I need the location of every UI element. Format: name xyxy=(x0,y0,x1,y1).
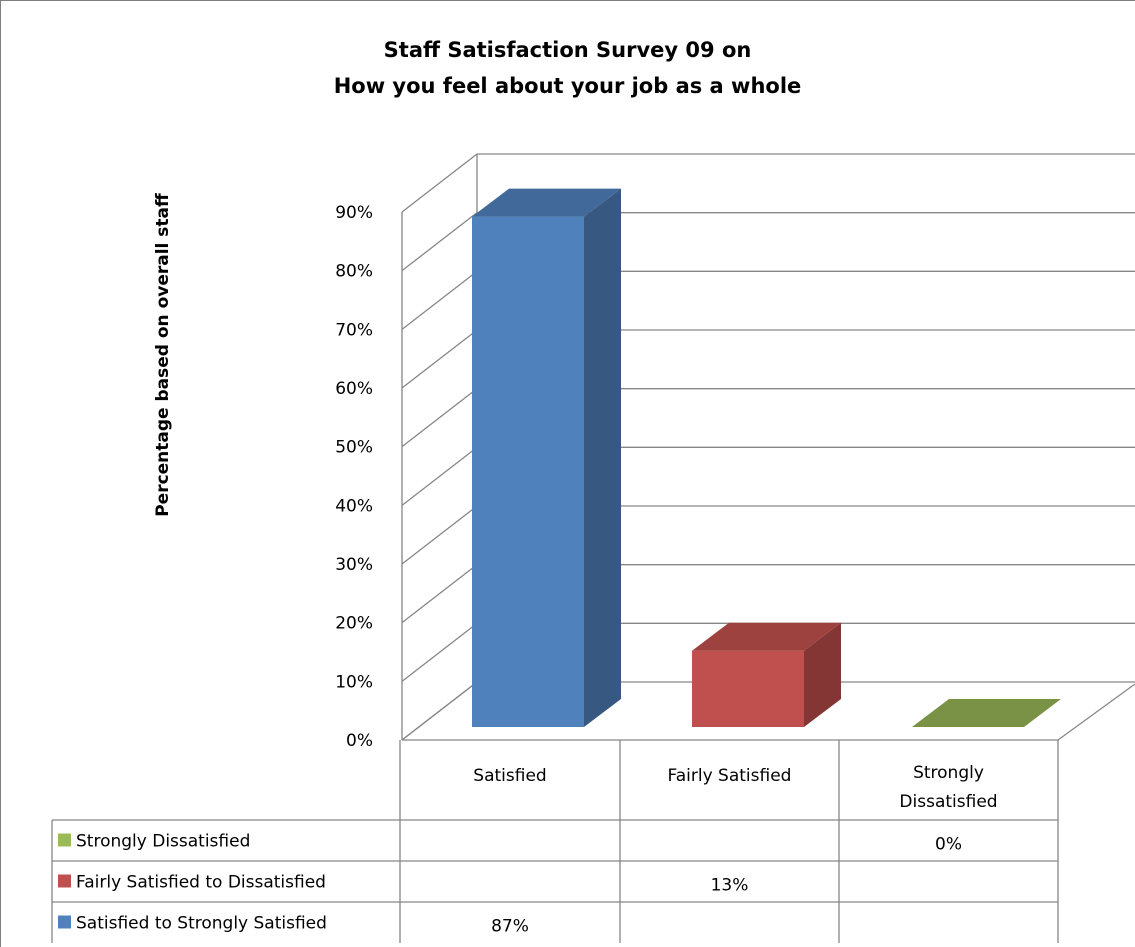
chart-title-line1: Staff Satisfaction Survey 09 on xyxy=(383,38,752,62)
legend-key xyxy=(58,915,71,929)
chart-title-line2: How you feel about your job as a whole xyxy=(333,74,802,98)
legend-series-name: Satisfied to Strongly Satisfied xyxy=(76,914,327,934)
legend-key xyxy=(58,833,71,847)
y-tick-label: 50% xyxy=(335,438,373,458)
y-tick-label: 10% xyxy=(335,672,373,692)
x-category-label: Dissatisfied xyxy=(899,792,997,812)
y-tick-label: 80% xyxy=(335,262,373,282)
bar-front xyxy=(472,216,584,727)
legend-series-name: Fairly Satisfied to Dissatisfied xyxy=(76,873,326,893)
legend-key xyxy=(58,874,71,888)
side-wall-gridline xyxy=(401,505,478,565)
y-tick-label: 60% xyxy=(335,379,373,399)
y-tick-label: 90% xyxy=(335,203,373,223)
data-label: 87% xyxy=(491,917,529,937)
x-category-label: Satisfied xyxy=(473,766,546,786)
y-tick-label: 30% xyxy=(335,555,373,575)
floor-right-edge xyxy=(1057,683,1135,741)
data-label: 0% xyxy=(935,835,962,855)
side-wall-gridline xyxy=(401,446,478,506)
data-label: 13% xyxy=(711,876,749,896)
bar-front xyxy=(692,650,804,727)
x-category-label: Fairly Satisfied xyxy=(668,766,792,786)
side-wall-gridline xyxy=(401,212,478,272)
bar-side xyxy=(584,188,621,728)
side-wall-gridline xyxy=(401,388,478,448)
y-tick-label: 40% xyxy=(335,496,373,516)
side-wall-gridline xyxy=(401,622,478,682)
side-wall-gridline xyxy=(401,153,478,213)
x-category-label: Strongly xyxy=(913,763,984,783)
side-wall-gridline xyxy=(401,564,478,624)
y-tick-label: 70% xyxy=(335,320,373,340)
y-tick-label: 20% xyxy=(335,614,373,634)
bar-top xyxy=(472,188,621,217)
bar-top xyxy=(912,699,1061,727)
y-tick-label: 0% xyxy=(346,731,373,751)
side-wall-gridline xyxy=(401,329,478,389)
legend-series-name: Strongly Dissatisfied xyxy=(76,832,250,852)
bar-side xyxy=(804,622,841,727)
side-wall-gridline xyxy=(401,270,478,330)
bar-top xyxy=(692,622,841,651)
